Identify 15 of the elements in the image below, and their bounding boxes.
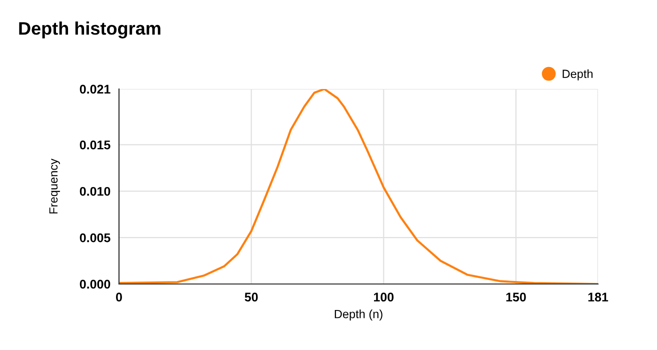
x-tick-label: 100: [374, 292, 394, 302]
y-tick-label: 0.010: [80, 186, 110, 196]
y-tick-label: 0.000: [80, 280, 110, 289]
x-tick-label: 0: [116, 292, 122, 302]
line-series: [119, 89, 598, 284]
x-tick-label: 150: [506, 292, 526, 302]
y-tick-label: 0.021: [80, 84, 110, 94]
x-axis-title: Depth (n): [334, 310, 382, 321]
x-tick-label: 181: [588, 292, 608, 302]
y-tick-label: 0.005: [80, 233, 110, 242]
chart-title: Depth histogram: [19, 22, 160, 38]
x-tick-label: 50: [244, 292, 258, 302]
y-tick-label: 0.015: [80, 140, 110, 150]
y-axis-title: Frequency: [49, 158, 60, 214]
legend-label: Depth: [562, 69, 593, 80]
